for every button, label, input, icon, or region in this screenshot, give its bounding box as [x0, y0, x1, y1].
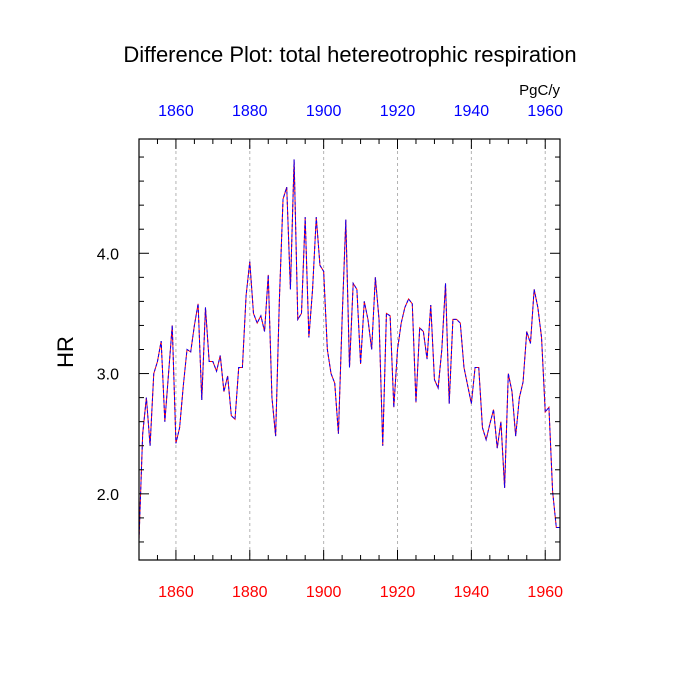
plot-frame — [138, 138, 561, 561]
chart-title: Difference Plot: total hetereotrophic re… — [123, 42, 576, 67]
y-tick-label: 4.0 — [97, 246, 119, 263]
y-tick-label: 3.0 — [97, 367, 119, 384]
y-axis-label: HR — [53, 336, 78, 368]
plot-series — [138, 159, 560, 540]
tick-labels: 1860 1860 1880 1880 1900 1900 1920 1920 1940 1940… — [97, 103, 563, 601]
x-tick-label-top: 1860 — [158, 103, 194, 120]
series-line-blue-dashed — [138, 159, 560, 540]
grid-lines — [175, 139, 546, 560]
series-line-red — [138, 159, 560, 540]
x-tick-label-bottom: 1920 — [380, 584, 416, 601]
x-tick-label-bottom: 1880 — [232, 584, 268, 601]
axis-ticks — [139, 139, 560, 560]
x-tick-label-bottom: 1900 — [306, 584, 342, 601]
x-tick-label-bottom: 1860 — [158, 584, 194, 601]
x-tick-label-top: 1940 — [454, 103, 490, 120]
x-tick-label-bottom: 1960 — [527, 584, 563, 601]
x-tick-label-top: 1880 — [232, 103, 268, 120]
units-label: PgC/y — [519, 82, 560, 99]
y-tick-label: 2.0 — [97, 487, 119, 504]
x-tick-label-bottom: 1940 — [454, 584, 490, 601]
x-tick-label-top: 1960 — [527, 103, 563, 120]
x-tick-label-top: 1900 — [306, 103, 342, 120]
x-tick-label-top: 1920 — [380, 103, 416, 120]
